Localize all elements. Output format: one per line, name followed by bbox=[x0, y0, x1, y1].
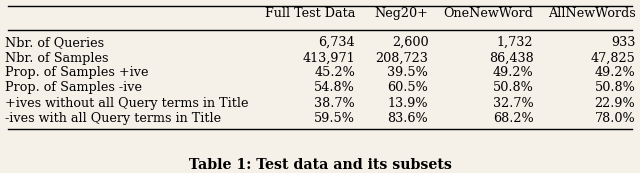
Text: Nbr. of Samples: Nbr. of Samples bbox=[4, 52, 108, 65]
Text: 49.2%: 49.2% bbox=[595, 66, 636, 79]
Text: Table 1: Test data and its subsets: Table 1: Test data and its subsets bbox=[189, 158, 451, 172]
Text: +ives without all Query terms in Title: +ives without all Query terms in Title bbox=[4, 97, 248, 110]
Text: 1,732: 1,732 bbox=[497, 36, 534, 49]
Text: Full Test Data: Full Test Data bbox=[265, 7, 355, 20]
Text: AllNewWords: AllNewWords bbox=[548, 7, 636, 20]
Text: 49.2%: 49.2% bbox=[493, 66, 534, 79]
Text: 208,723: 208,723 bbox=[376, 52, 428, 65]
Text: 50.8%: 50.8% bbox=[493, 81, 534, 94]
Text: 78.0%: 78.0% bbox=[595, 112, 636, 125]
Text: 13.9%: 13.9% bbox=[388, 97, 428, 110]
Text: 68.2%: 68.2% bbox=[493, 112, 534, 125]
Text: 50.8%: 50.8% bbox=[595, 81, 636, 94]
Text: 39.5%: 39.5% bbox=[387, 66, 428, 79]
Text: 54.8%: 54.8% bbox=[314, 81, 355, 94]
Text: 45.2%: 45.2% bbox=[314, 66, 355, 79]
Text: Neg20+: Neg20+ bbox=[374, 7, 428, 20]
Text: 2,600: 2,600 bbox=[392, 36, 428, 49]
Text: 86,438: 86,438 bbox=[489, 52, 534, 65]
Text: Nbr. of Queries: Nbr. of Queries bbox=[4, 36, 104, 49]
Text: -ives with all Query terms in Title: -ives with all Query terms in Title bbox=[4, 112, 221, 125]
Text: 413,971: 413,971 bbox=[303, 52, 355, 65]
Text: 22.9%: 22.9% bbox=[595, 97, 636, 110]
Text: 6,734: 6,734 bbox=[319, 36, 355, 49]
Text: 60.5%: 60.5% bbox=[387, 81, 428, 94]
Text: 47,825: 47,825 bbox=[591, 52, 636, 65]
Text: 933: 933 bbox=[611, 36, 636, 49]
Text: 59.5%: 59.5% bbox=[314, 112, 355, 125]
Text: Prop. of Samples -ive: Prop. of Samples -ive bbox=[4, 81, 141, 94]
Text: OneNewWord: OneNewWord bbox=[444, 7, 534, 20]
Text: 83.6%: 83.6% bbox=[388, 112, 428, 125]
Text: 38.7%: 38.7% bbox=[314, 97, 355, 110]
Text: 32.7%: 32.7% bbox=[493, 97, 534, 110]
Text: Prop. of Samples +ive: Prop. of Samples +ive bbox=[4, 66, 148, 79]
